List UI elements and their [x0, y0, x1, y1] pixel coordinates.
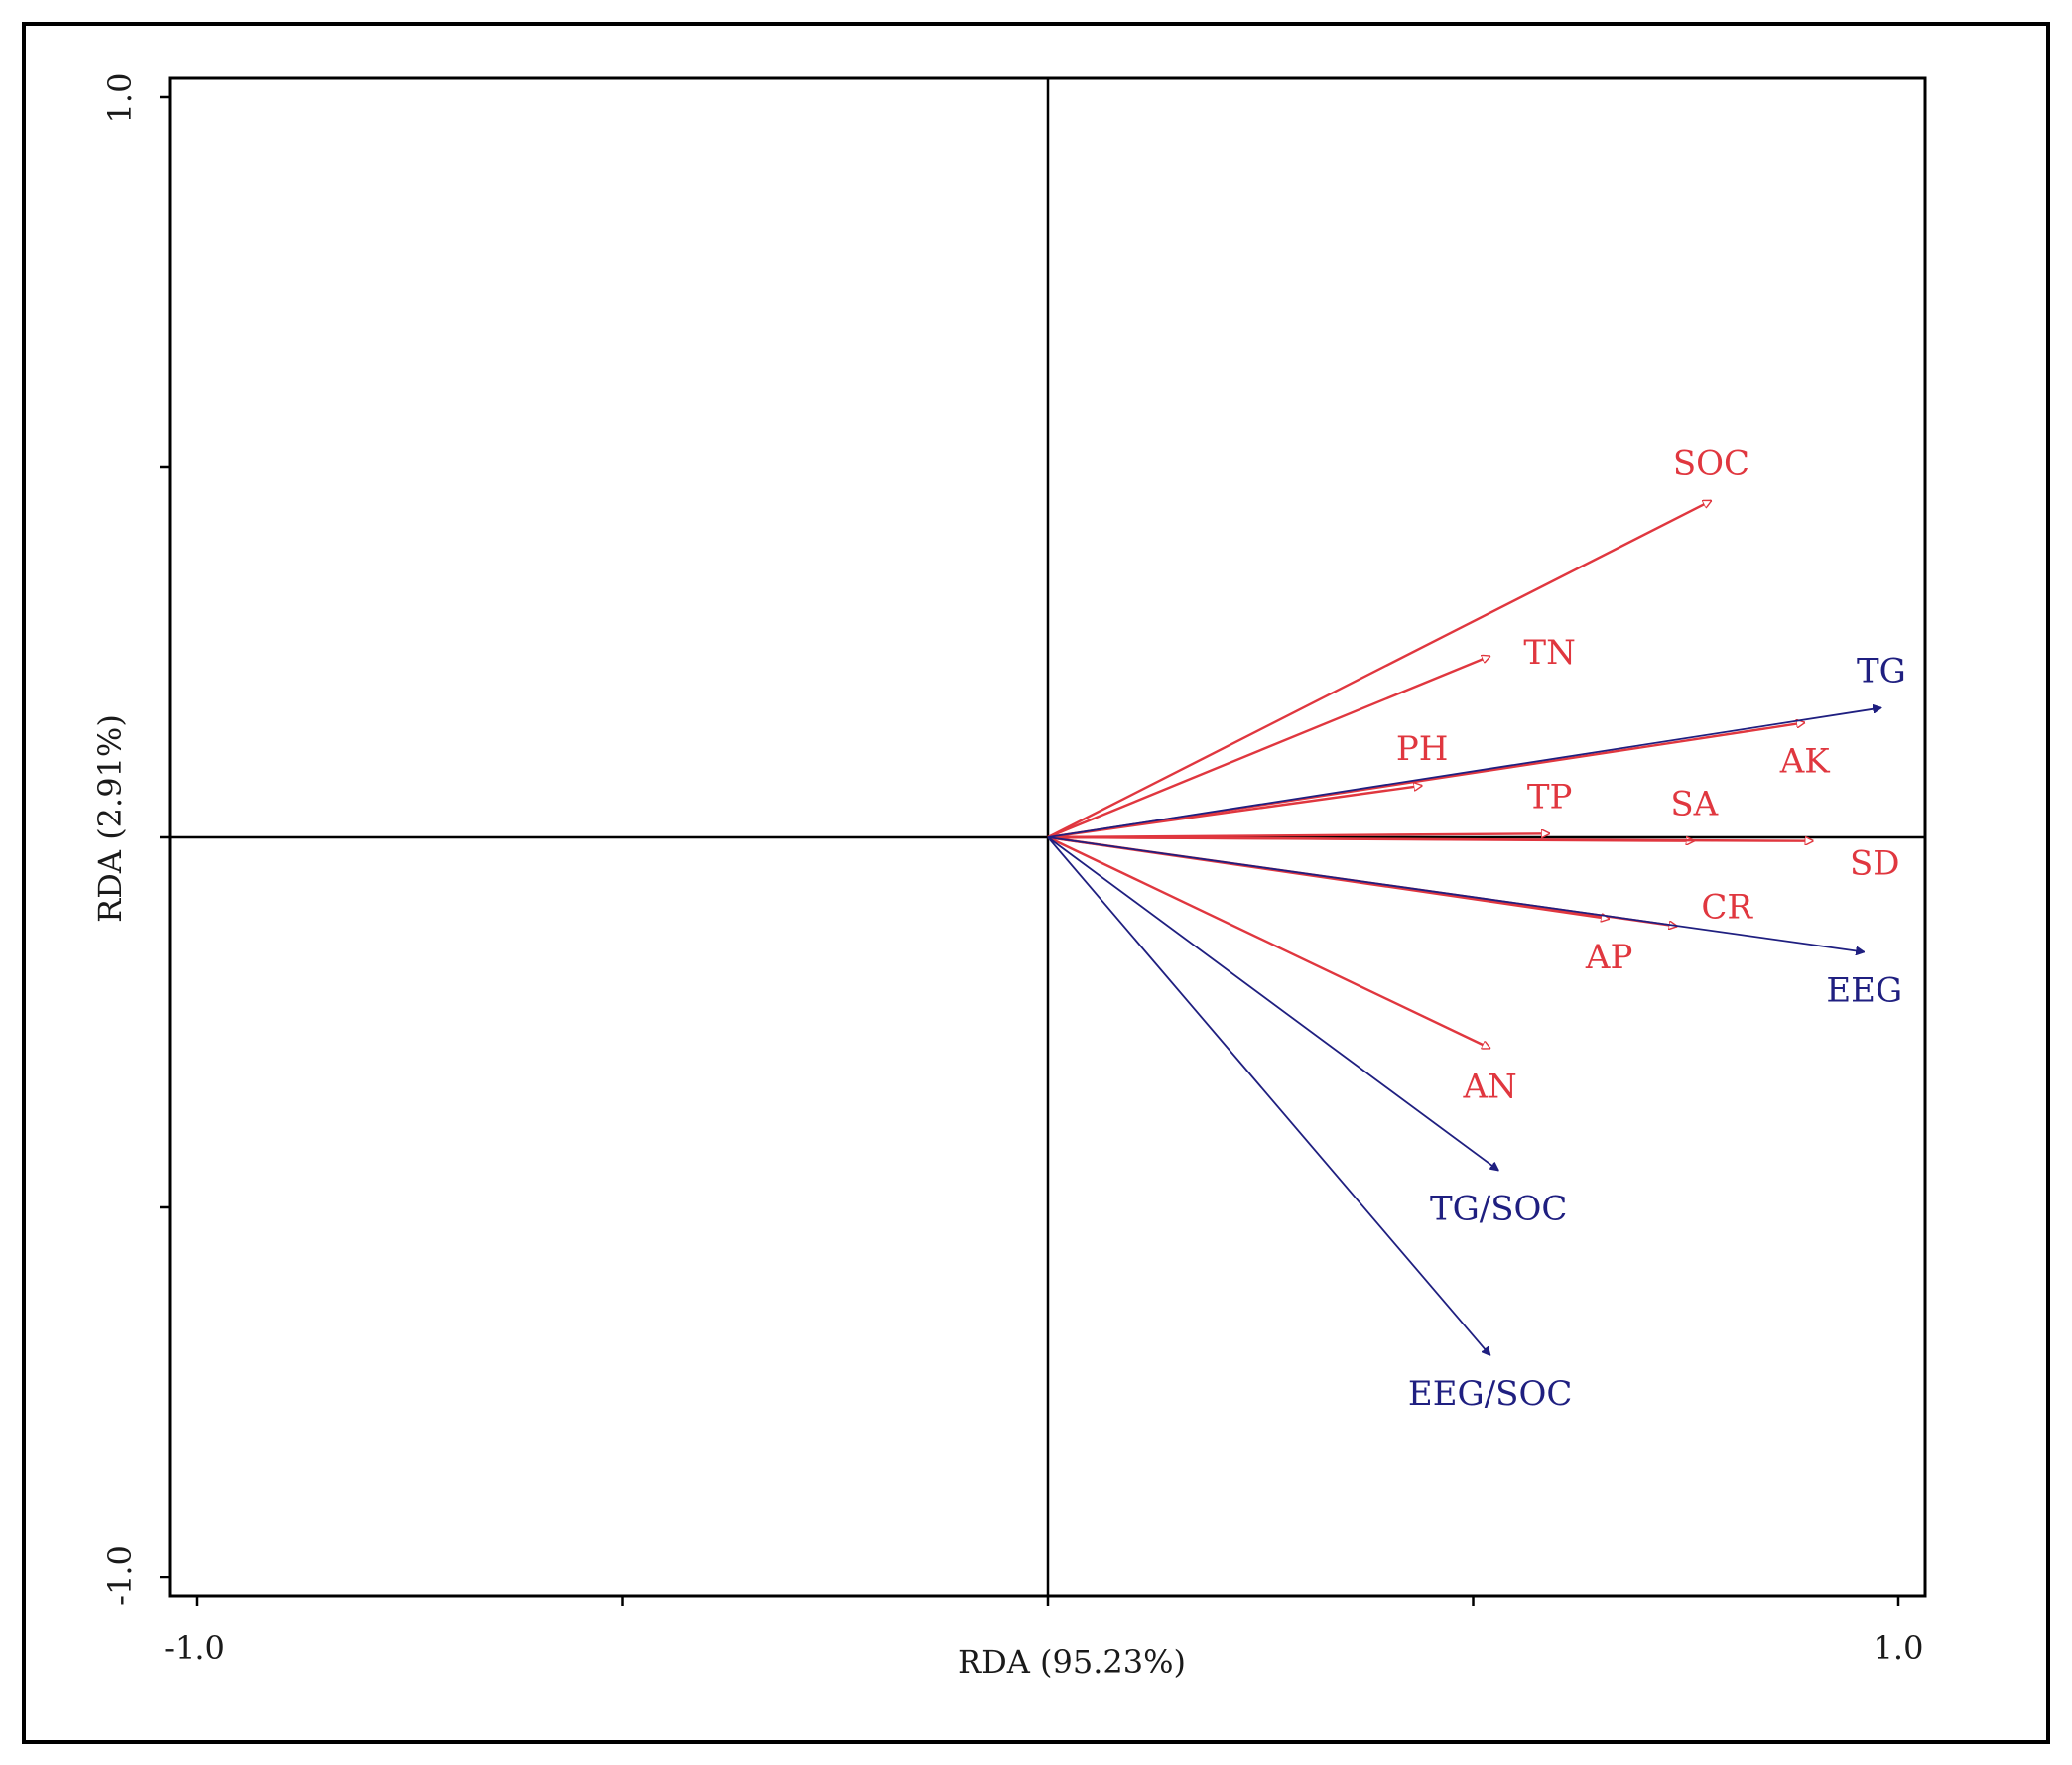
y-tick-label-bottom: -1.0: [101, 1545, 139, 1606]
vector-eeg-soc: [1047, 836, 1490, 1355]
vector-tg-soc: [1047, 836, 1498, 1171]
vector-label-eeg: EEG: [1826, 971, 1902, 1011]
vector-label-ak: AK: [1779, 741, 1831, 781]
biplot-vector-labels: SOC TN PH AK TP SA SD CR AP AN TG EEG TG/SOC EEG/SOC: [1396, 444, 1906, 1415]
vector-label-sa: SA: [1670, 785, 1718, 824]
vector-label-an: AN: [1462, 1068, 1516, 1107]
vector-label-tg-soc: TG/SOC: [1430, 1190, 1567, 1229]
vector-label-ph: PH: [1396, 729, 1449, 769]
y-axis-tick-labels: 1.0 -1.0: [101, 73, 139, 1606]
vector-tn: [1047, 656, 1490, 839]
vector-tg: [1047, 707, 1881, 838]
vector-label-sd: SD: [1850, 844, 1900, 884]
figure-border: [22, 22, 2050, 1744]
x-axis-title: RDA (95.23%): [958, 1643, 1186, 1681]
vector-soc: [1047, 499, 1711, 839]
vector-label-tn: TN: [1523, 633, 1575, 673]
x-axis-ticks: [195, 1595, 1900, 1606]
vector-an: [1047, 835, 1490, 1049]
x-tick-label-right: 1.0: [1874, 1629, 1924, 1667]
x-axis-tick-labels: -1.0 1.0: [164, 1629, 1923, 1667]
y-axis-ticks: [160, 95, 171, 1579]
vector-label-eeg-soc: EEG/SOC: [1408, 1374, 1572, 1414]
vector-label-soc: SOC: [1673, 444, 1749, 484]
vector-eeg: [1047, 836, 1865, 952]
vector-label-tp: TP: [1527, 777, 1573, 817]
x-tick-label-left: -1.0: [164, 1629, 225, 1667]
vector-label-tg: TG: [1857, 651, 1906, 691]
vector-label-ap: AP: [1585, 938, 1632, 977]
vector-sd: [1047, 835, 1813, 841]
vector-label-cr: CR: [1701, 888, 1753, 928]
biplot-vectors: [1047, 499, 1881, 1356]
y-tick-label-top: 1.0: [101, 73, 139, 124]
y-axis-title: RDA (2.91%): [91, 714, 129, 923]
